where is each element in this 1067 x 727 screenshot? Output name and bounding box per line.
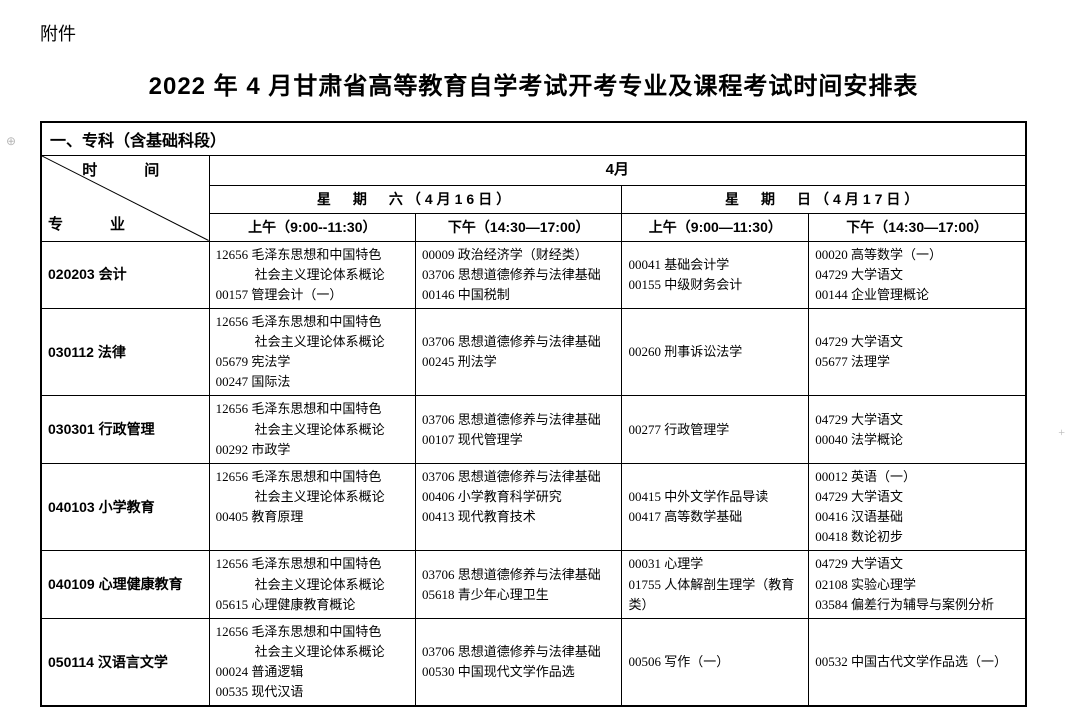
major-cell: 040109 心理健康教育 [42, 551, 209, 618]
course-cell: 03706 思想道德修养与法律基础 05618 青少年心理卫生 [416, 551, 622, 618]
attachment-label: 附件 [40, 20, 1037, 46]
sun-pm-header: 下午（14:30—17:00） [809, 213, 1025, 241]
course-cell: 00260 刑事诉讼法学 [622, 308, 809, 396]
major-cell: 040103 小学教育 [42, 463, 209, 551]
course-cell: 12656 毛泽东思想和中国特色 社会主义理论体系概论 05679 宪法学 00… [209, 308, 415, 396]
header-row-1: 时 间 专 业 4月 [42, 156, 1025, 185]
day-sun-header: 星 期 日（4月17日） [622, 185, 1025, 213]
table-body: 020203 会计12656 毛泽东思想和中国特色 社会主义理论体系概论 001… [42, 241, 1025, 705]
left-margin-marker: ⊕ [6, 134, 16, 149]
right-margin-marker: + [1058, 425, 1065, 440]
course-cell: 00020 高等数学（一） 04729 大学语文 00144 企业管理概论 [809, 241, 1025, 308]
diagonal-header-cell: 时 间 专 业 [42, 156, 209, 241]
course-cell: 04729 大学语文 05677 法理学 [809, 308, 1025, 396]
course-cell: 00009 政治经济学（财经类） 03706 思想道德修养与法律基础 00146… [416, 241, 622, 308]
major-axis-label: 专 业 [48, 214, 141, 237]
time-axis-label: 时 间 [82, 160, 175, 183]
course-cell: 03706 思想道德修养与法律基础 00107 现代管理学 [416, 396, 622, 463]
course-cell: 00012 英语（一） 04729 大学语文 00416 汉语基础 00418 … [809, 463, 1025, 551]
table-row: 040109 心理健康教育12656 毛泽东思想和中国特色 社会主义理论体系概论… [42, 551, 1025, 618]
course-cell: 03706 思想道德修养与法律基础 00530 中国现代文学作品选 [416, 618, 622, 705]
course-cell: 12656 毛泽东思想和中国特色 社会主义理论体系概论 00405 教育原理 [209, 463, 415, 551]
course-cell: 12656 毛泽东思想和中国特色 社会主义理论体系概论 00157 管理会计（一… [209, 241, 415, 308]
major-cell: 050114 汉语言文学 [42, 618, 209, 705]
course-cell: 00041 基础会计学 00155 中级财务会计 [622, 241, 809, 308]
major-cell: 030301 行政管理 [42, 396, 209, 463]
page-title: 2022 年 4 月甘肃省高等教育自学考试开考专业及课程考试时间安排表 [30, 66, 1037, 101]
table-row: 040103 小学教育12656 毛泽东思想和中国特色 社会主义理论体系概论 0… [42, 463, 1025, 551]
table-row: 050114 汉语言文学12656 毛泽东思想和中国特色 社会主义理论体系概论 … [42, 618, 1025, 705]
course-cell: 04729 大学语文 02108 实验心理学 03584 偏差行为辅导与案例分析 [809, 551, 1025, 618]
course-cell: 12656 毛泽东思想和中国特色 社会主义理论体系概论 05615 心理健康教育… [209, 551, 415, 618]
major-cell: 020203 会计 [42, 241, 209, 308]
course-cell: 03706 思想道德修养与法律基础 00406 小学教育科学研究 00413 现… [416, 463, 622, 551]
course-cell: 00506 写作（一） [622, 618, 809, 705]
table-frame: 一、专科（含基础科段） 时 间 专 业 4月 星 期 六（4月16日） 星 期 … [40, 121, 1027, 707]
course-cell: 00277 行政管理学 [622, 396, 809, 463]
course-cell: 04729 大学语文 00040 法学概论 [809, 396, 1025, 463]
schedule-table: 时 间 专 业 4月 星 期 六（4月16日） 星 期 日（4月17日） 上午（… [42, 156, 1025, 705]
table-row: 030301 行政管理12656 毛泽东思想和中国特色 社会主义理论体系概论 0… [42, 396, 1025, 463]
major-cell: 030112 法律 [42, 308, 209, 396]
course-cell: 00031 心理学 01755 人体解剖生理学（教育类） [622, 551, 809, 618]
course-cell: 12656 毛泽东思想和中国特色 社会主义理论体系概论 00292 市政学 [209, 396, 415, 463]
course-cell: 12656 毛泽东思想和中国特色 社会主义理论体系概论 00024 普通逻辑 0… [209, 618, 415, 705]
sat-am-header: 上午（9:00--11:30） [209, 213, 415, 241]
sun-am-header: 上午（9:00—11:30） [622, 213, 809, 241]
table-row: 030112 法律12656 毛泽东思想和中国特色 社会主义理论体系概论 056… [42, 308, 1025, 396]
sat-pm-header: 下午（14:30—17:00） [416, 213, 622, 241]
month-header: 4月 [209, 156, 1025, 185]
section-header: 一、专科（含基础科段） [42, 123, 1025, 156]
course-cell: 03706 思想道德修养与法律基础 00245 刑法学 [416, 308, 622, 396]
day-sat-header: 星 期 六（4月16日） [209, 185, 622, 213]
course-cell: 00415 中外文学作品导读 00417 高等数学基础 [622, 463, 809, 551]
table-row: 020203 会计12656 毛泽东思想和中国特色 社会主义理论体系概论 001… [42, 241, 1025, 308]
course-cell: 00532 中国古代文学作品选（一） [809, 618, 1025, 705]
